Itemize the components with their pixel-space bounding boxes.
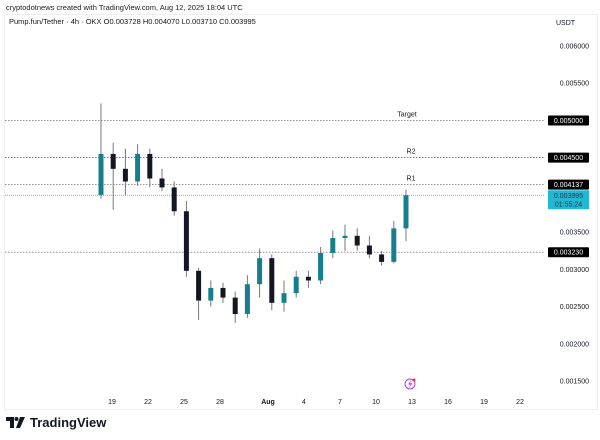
x-tick-label: 4 [302, 399, 306, 406]
candle-body [232, 297, 238, 314]
y-tick-label: 0.001500 [560, 378, 589, 385]
candle-body [305, 276, 311, 281]
level-price-tag [548, 179, 589, 190]
x-tick-label: 13 [408, 399, 416, 406]
candle-body [330, 238, 336, 253]
y-tick-label: 0.003500 [560, 230, 589, 237]
candle-body [318, 252, 324, 281]
symbol-legend: Pump.fun/Tether · 4h · OKX O0.003728 H0.… [9, 17, 256, 26]
candle-body [196, 270, 202, 301]
tradingview-brand: TradingView [30, 415, 107, 430]
level-label-r2: R2 [407, 149, 416, 156]
y-tick-label: 0.002500 [560, 304, 589, 311]
tradingview-logo[interactable]: TradingView [6, 415, 106, 430]
x-tick-label: 10 [372, 399, 380, 406]
tradingview-logo-icon [6, 417, 25, 428]
current-price-text: 0.003995 [554, 193, 583, 200]
x-tick-label: 7 [338, 399, 342, 406]
chart-credit: cryptodotnews created with TradingView.c… [6, 3, 243, 12]
candle-body [379, 254, 385, 262]
notification-dot-icon [412, 378, 416, 382]
x-tick-label: 22 [516, 399, 524, 406]
level-label-target: Target [397, 111, 417, 118]
chart-frame [4, 14, 598, 410]
candle-body [281, 293, 287, 303]
lightning-bolt-icon [408, 380, 413, 388]
level-label-r1: R1 [407, 176, 416, 183]
x-tick-label: 22 [144, 399, 152, 406]
y-tick-label: 0.002000 [560, 341, 589, 348]
candle-body [244, 284, 250, 314]
candle-body [135, 153, 141, 182]
y-tick-label: 0.003000 [560, 267, 589, 274]
level-price-tag [548, 247, 589, 258]
candle-body [208, 287, 214, 301]
bar-countdown-text: 01:55:24 [555, 201, 582, 208]
candle-body [122, 168, 128, 182]
level-price-tag [548, 115, 589, 126]
candle-body [171, 187, 177, 212]
candle-body [98, 153, 104, 195]
candle-body [342, 235, 348, 239]
level-price-tag [548, 152, 589, 163]
candle-body [159, 178, 165, 188]
x-tick-label: 16 [444, 399, 452, 406]
candle-body [257, 258, 263, 285]
price-unit[interactable]: USDT [556, 20, 576, 27]
level-price-text: 0.004137 [554, 182, 583, 189]
alert-lightning-icon [404, 378, 416, 390]
candle-body [269, 258, 275, 303]
level-price-text: 0.005000 [554, 118, 583, 125]
candle-body [354, 235, 360, 246]
candle-body [220, 287, 226, 298]
y-tick-label: 0.005500 [560, 81, 589, 88]
level-price-text: 0.004500 [554, 155, 583, 162]
y-tick-label: 0.006000 [560, 44, 589, 51]
candle-body [403, 195, 409, 229]
x-tick-label: Aug [261, 399, 275, 406]
x-tick-label: 28 [216, 399, 224, 406]
level-price-text: 0.003230 [554, 250, 583, 257]
candle-body [293, 276, 299, 294]
candle-body [183, 211, 189, 271]
x-tick-label: 25 [180, 399, 188, 406]
x-tick-label: 19 [108, 399, 116, 406]
candle-body [366, 245, 372, 255]
candle-body [110, 153, 116, 169]
candle-body [147, 153, 153, 179]
x-tick-label: 19 [480, 399, 488, 406]
current-price-tag [548, 190, 589, 210]
candle-body [391, 228, 397, 262]
